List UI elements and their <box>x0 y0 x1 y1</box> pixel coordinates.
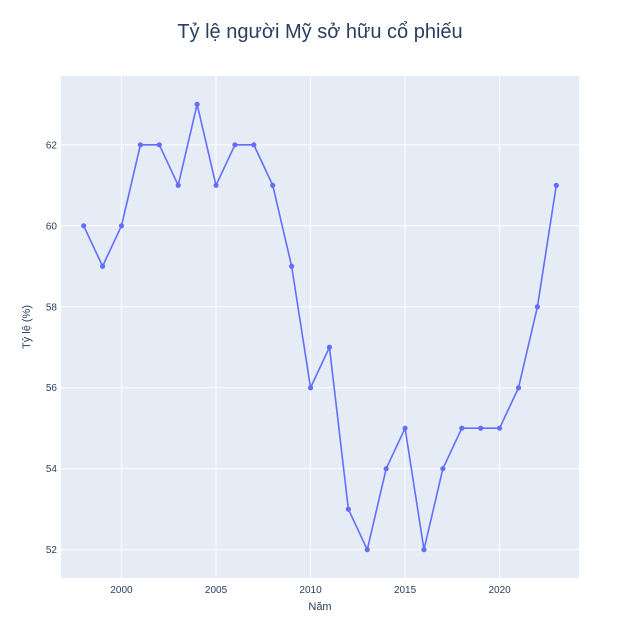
data-point <box>496 425 503 431</box>
data-point <box>194 101 200 107</box>
data-point <box>175 182 181 188</box>
data-point <box>345 506 351 512</box>
series-line <box>82 103 558 551</box>
x-tick-label: 2000 <box>110 585 133 596</box>
data-point <box>118 223 125 229</box>
data-point <box>440 466 446 472</box>
data-point <box>156 142 162 148</box>
y-tick-label: 58 <box>46 302 58 313</box>
data-point <box>99 263 106 269</box>
data-point <box>289 263 295 269</box>
data-point <box>402 425 408 431</box>
y-axis-label: Tỷ lệ (%) <box>21 305 33 349</box>
gridlines <box>61 76 579 578</box>
x-axis-ticks: 2000 2005 2010 2015 2020 <box>110 585 511 596</box>
data-point <box>137 142 144 148</box>
x-tick-label: 2005 <box>205 585 228 596</box>
data-point <box>251 142 257 148</box>
data-point <box>459 425 465 431</box>
y-tick-label: 62 <box>46 140 58 151</box>
data-point <box>364 547 370 553</box>
data-point <box>421 547 427 553</box>
chart-title: Tỷ lệ người Mỹ sở hữu cổ phiếu <box>177 21 462 43</box>
data-point <box>232 142 238 148</box>
data-point <box>270 182 276 188</box>
plot-area <box>61 76 579 578</box>
y-tick-label: 56 <box>46 383 58 394</box>
y-tick-label: 60 <box>46 221 58 232</box>
data-point <box>534 304 541 310</box>
x-tick-label: 2020 <box>488 585 511 596</box>
x-tick-label: 2010 <box>299 585 322 596</box>
data-point <box>213 182 219 188</box>
x-tick-label: 2015 <box>394 585 417 596</box>
y-tick-label: 54 <box>46 464 58 475</box>
data-point <box>307 385 314 391</box>
data-point <box>383 466 389 472</box>
data-point <box>553 182 559 188</box>
data-point <box>326 344 333 350</box>
y-tick-label: 52 <box>46 545 58 556</box>
data-point <box>81 223 87 229</box>
data-point <box>515 385 522 391</box>
data-point <box>478 425 484 431</box>
x-axis-label: Năm <box>308 601 331 613</box>
series-layer <box>81 101 559 553</box>
y-axis-ticks: 52 54 56 58 60 62 <box>46 140 58 556</box>
